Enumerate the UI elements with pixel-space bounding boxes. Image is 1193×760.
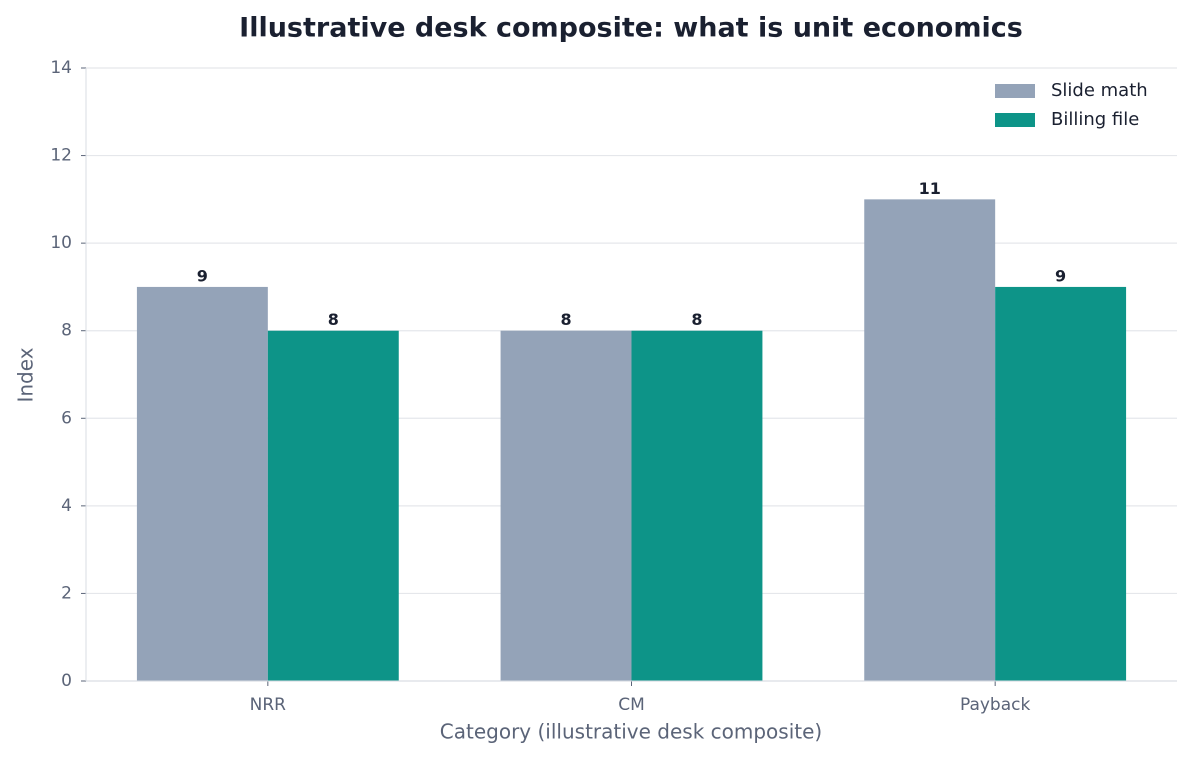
legend-swatch xyxy=(995,113,1035,127)
x-tick-label: Payback xyxy=(960,695,1031,715)
bar xyxy=(631,330,763,681)
value-label: 8 xyxy=(328,310,339,329)
x-tick-label: NRR xyxy=(250,695,287,715)
legend-swatch xyxy=(995,84,1035,98)
legend-label: Billing file xyxy=(1051,109,1139,130)
y-tick-label: 4 xyxy=(61,496,72,516)
value-label: 8 xyxy=(691,310,702,329)
y-tick-label: 14 xyxy=(50,58,72,78)
bar xyxy=(267,330,399,681)
value-label: 9 xyxy=(1055,266,1066,285)
chart-title: Illustrative desk composite: what is uni… xyxy=(239,13,1023,44)
y-tick-label: 0 xyxy=(61,671,72,691)
y-tick-label: 2 xyxy=(61,583,72,603)
legend-label: Slide math xyxy=(1051,80,1148,101)
y-axis-label: Index xyxy=(14,347,38,402)
x-axis-label: Category (illustrative desk composite) xyxy=(440,720,822,744)
value-label: 11 xyxy=(919,179,941,198)
bar xyxy=(995,286,1127,681)
y-tick-label: 12 xyxy=(50,146,72,166)
x-tick-label: CM xyxy=(618,695,645,715)
y-tick-label: 8 xyxy=(61,321,72,341)
value-label: 8 xyxy=(560,310,571,329)
y-tick-label: 6 xyxy=(61,408,72,428)
bar xyxy=(136,286,268,681)
bar xyxy=(500,330,632,681)
y-tick-label: 10 xyxy=(50,233,72,253)
bar xyxy=(864,199,996,681)
value-label: 9 xyxy=(197,266,208,285)
